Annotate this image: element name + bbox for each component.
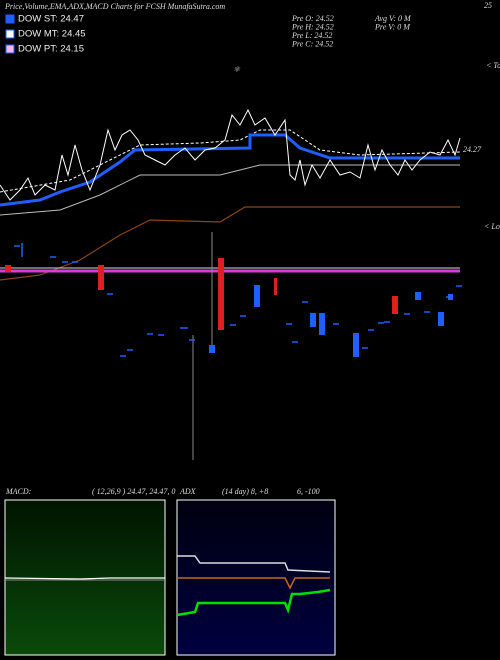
candles xyxy=(5,232,462,460)
dow-st-line xyxy=(0,133,460,207)
candle xyxy=(392,296,398,314)
lows-label: < Lows xyxy=(484,222,500,231)
ema-dashed xyxy=(0,129,461,193)
volume-stat: Avg V: 0 M xyxy=(374,14,412,23)
legend-swatch xyxy=(5,44,15,54)
macd-values: ( 12,26,9 ) 24.47, 24.47, 0 xyxy=(92,487,175,496)
volume-stat: Pre V: 0 M xyxy=(374,22,411,31)
candle xyxy=(415,292,421,300)
chart-title: Price,Volume,EMA,ADX,MACD Charts for FCS… xyxy=(4,2,225,11)
price-line xyxy=(0,108,461,201)
plus-di-line xyxy=(176,588,331,617)
legend-label: DOW ST: 24.47 xyxy=(18,14,84,25)
pre-stat: Pre C: 24.52 xyxy=(291,39,333,48)
adx-line xyxy=(177,555,331,573)
candle xyxy=(274,278,277,295)
candle xyxy=(438,312,444,326)
macd-title: MACD: xyxy=(5,487,32,496)
adx-title: ADX xyxy=(179,487,197,496)
legend-swatch xyxy=(5,29,15,39)
legend: DOW ST: 24.47 DOW MT: 24.45 DOW PT: 24.15 xyxy=(5,14,86,55)
candle xyxy=(254,285,260,307)
legend-label: DOW MT: 24.45 xyxy=(18,29,86,40)
corner-label: 25 xyxy=(484,1,492,10)
pre-stat: Pre L: 24.52 xyxy=(291,31,332,40)
legend-label: DOW PT: 24.15 xyxy=(18,44,84,55)
minus-di-line xyxy=(177,577,330,590)
band-line xyxy=(0,164,460,216)
candle xyxy=(353,333,359,357)
icon: ⚛ xyxy=(233,65,241,74)
candle xyxy=(5,265,11,272)
tick-marks xyxy=(14,243,462,357)
last-price-label: 24.27 xyxy=(463,145,482,154)
candle xyxy=(310,313,316,327)
tops-label: < Tops xyxy=(486,61,500,70)
adx-extra: 6, -100 xyxy=(297,487,320,496)
candle xyxy=(209,345,215,353)
pre-stat: Pre H: 24.52 xyxy=(291,22,334,31)
candle xyxy=(319,313,325,335)
legend-swatch xyxy=(5,14,15,24)
candle xyxy=(218,258,224,330)
adx-values: (14 day) 8, +8 xyxy=(222,487,268,496)
candle xyxy=(98,265,104,290)
pre-stat: Pre O: 24.52 xyxy=(291,14,334,23)
macd-line xyxy=(4,577,165,580)
